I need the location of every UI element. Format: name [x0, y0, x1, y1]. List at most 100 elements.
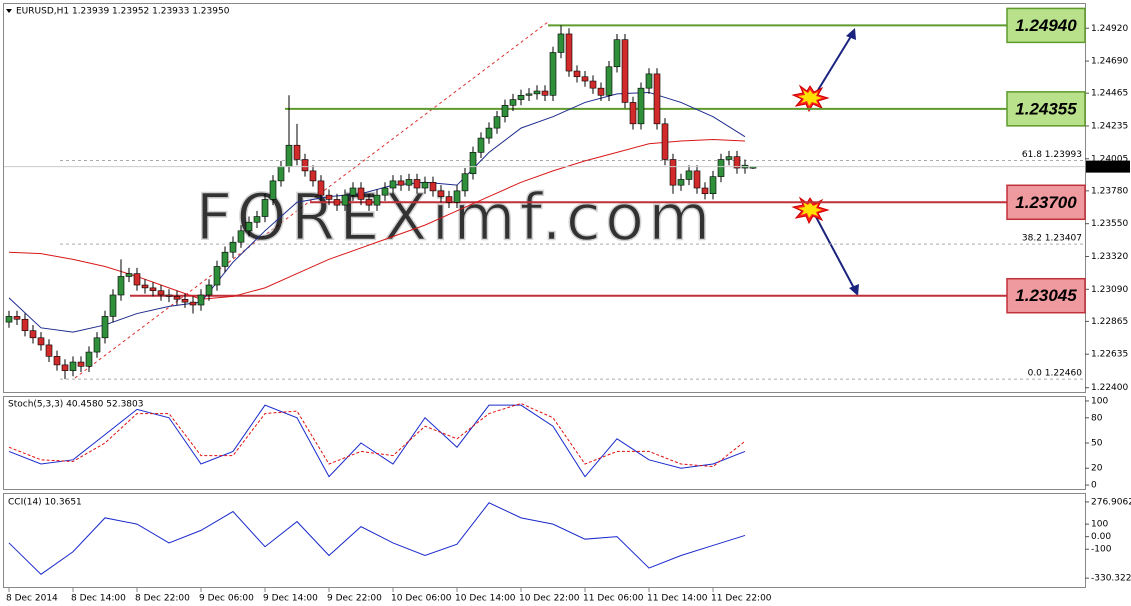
candle-body	[53, 356, 61, 366]
indicator-line	[8, 402, 746, 468]
candle-body	[45, 344, 53, 357]
candle-body	[125, 273, 133, 277]
candle-body	[117, 276, 125, 296]
candle-body	[293, 144, 301, 160]
candle-body	[309, 170, 317, 182]
indicator-line	[8, 502, 746, 575]
x-tick-label: 9 Dec 14:00	[263, 594, 318, 604]
level-box	[1006, 184, 1086, 221]
candle-body	[277, 166, 285, 182]
x-tick-label: 8 Dec 2014	[6, 594, 58, 604]
candle-body	[93, 337, 101, 353]
level-label: 1.23700	[1015, 193, 1077, 212]
y-tick-label: 1.23320	[1091, 252, 1128, 262]
candle-body	[229, 241, 237, 253]
candle-body	[269, 180, 277, 200]
candle-body	[197, 294, 205, 306]
candle-body	[469, 152, 477, 175]
candle-body	[645, 73, 653, 89]
y-tick-label: 0.00	[1091, 532, 1111, 542]
candle-body	[549, 52, 557, 96]
level-label: 1.23045	[1015, 286, 1077, 305]
x-tick-label: 11 Dec 06:00	[583, 594, 644, 604]
x-tick-label: 11 Dec 22:00	[711, 594, 772, 604]
candle-body	[581, 76, 589, 82]
stoch-header: Stoch(5,3,3) 40.4580 52.3803	[8, 400, 143, 410]
candle-body	[533, 90, 541, 95]
cci-panel	[3, 493, 1086, 588]
candle-body	[461, 173, 469, 192]
candle-body	[605, 66, 613, 96]
fib-label: 0.0 1.22460	[1028, 369, 1083, 379]
candle-body	[29, 330, 37, 339]
candle-body	[181, 298, 189, 303]
fib-label: 38.2 1.23407	[1022, 234, 1082, 244]
candle-body	[709, 176, 717, 195]
arrows	[791, 28, 859, 296]
x-tick-label: 11 Dec 14:00	[647, 594, 708, 604]
y-tick-label: 80	[1091, 413, 1103, 423]
y-tick-label: 1.22400	[1091, 383, 1128, 393]
candle-body	[661, 123, 669, 160]
candle-body	[413, 179, 421, 189]
candle-body	[421, 182, 429, 189]
candle-body	[485, 127, 493, 139]
y-tick-label: 20	[1091, 464, 1103, 474]
candle-body	[101, 316, 109, 339]
candle-body	[717, 159, 725, 177]
candle-body	[429, 182, 437, 192]
x-tick-label: 10 Dec 06:00	[391, 594, 452, 604]
y-tick-label: 1.24465	[1091, 89, 1128, 99]
candle-body	[653, 73, 661, 125]
x-tick-label: 10 Dec 14:00	[455, 594, 516, 604]
candle-body	[589, 80, 597, 89]
candle-body	[221, 251, 229, 267]
candle-body	[477, 137, 485, 153]
candle-body	[349, 187, 357, 196]
fib-label: 61.8 1.23993	[1022, 150, 1082, 160]
x-tick-label: 9 Dec 22:00	[327, 594, 382, 604]
candle-body	[725, 156, 733, 160]
candle-body	[701, 187, 709, 195]
candle-body	[357, 187, 365, 200]
y-tick-label: 1.24005	[1091, 154, 1128, 164]
candle-body	[437, 190, 445, 197]
candle-body	[173, 296, 181, 300]
candle-body	[677, 179, 685, 186]
candle-body	[381, 187, 389, 196]
candle-body	[13, 316, 21, 320]
last-price-label: 1.23950	[1090, 162, 1127, 172]
level-label: 1.24940	[1015, 16, 1077, 35]
arrow-up	[814, 32, 854, 96]
candle-body	[301, 159, 309, 172]
x-tick-label: 8 Dec 14:00	[71, 594, 126, 604]
symbol-header: EURUSD,H1 1.23939 1.23952 1.23933 1.2395…	[16, 7, 230, 17]
candle-body	[733, 156, 741, 169]
arrow-down	[814, 214, 856, 291]
candle-body	[557, 33, 565, 53]
level-box	[1006, 277, 1086, 314]
candle-body	[165, 294, 173, 297]
candle-body	[325, 194, 333, 200]
candle-body	[621, 39, 629, 103]
menu-triangle	[6, 9, 12, 13]
y-tick-label: 276.9062	[1091, 497, 1131, 507]
arrow-head	[849, 284, 859, 296]
level-label: 1.24355	[1015, 99, 1077, 118]
candle-body	[253, 216, 261, 223]
candle-body	[133, 273, 141, 286]
candle-body	[637, 87, 645, 125]
candle-body	[77, 361, 85, 367]
y-tick-label: 1.23550	[1091, 219, 1128, 229]
candle-body	[597, 87, 605, 96]
candle-body	[61, 364, 69, 371]
candle-body	[493, 116, 501, 129]
y-tick-label: 1.24690	[1091, 57, 1128, 67]
last-price-tag	[1086, 160, 1130, 173]
candle-body	[573, 70, 581, 78]
candle-body	[261, 199, 269, 217]
level-box	[1006, 91, 1086, 127]
candle-body	[453, 190, 461, 203]
